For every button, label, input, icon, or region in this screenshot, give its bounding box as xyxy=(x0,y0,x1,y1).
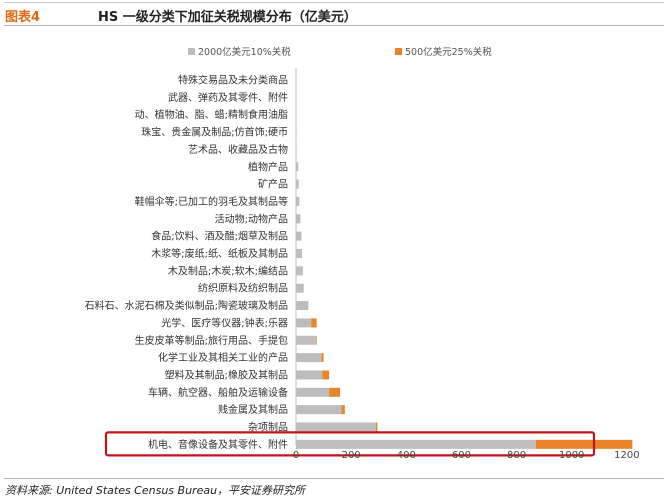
category-label: 矿产品 xyxy=(258,178,288,191)
bar-series-2 xyxy=(535,439,633,449)
category-label: 车辆、航空器、船舶及运输设备 xyxy=(148,386,288,399)
bar-series-1 xyxy=(296,283,304,293)
bar-series-1 xyxy=(296,405,342,415)
bar-series-1 xyxy=(296,214,301,224)
category-label: 木浆等;废纸;纸、纸板及其制品 xyxy=(151,247,288,260)
bar-series-1 xyxy=(296,162,299,172)
bar-series-1 xyxy=(296,196,300,206)
bar-series-2 xyxy=(375,422,378,432)
category-label: 木及制品;木炭;软木;编结品 xyxy=(168,264,288,277)
bar-series-2 xyxy=(321,353,324,363)
category-label: 机电、音像设备及其零件、附件 xyxy=(148,438,288,451)
category-label: 珠宝、贵金属及制品;仿首饰;硬币 xyxy=(141,126,288,139)
bar-series-1 xyxy=(296,301,309,311)
bar-series-1 xyxy=(296,318,312,328)
chart-title: HS 一级分类下加征关税规模分布（亿美元） xyxy=(98,10,357,25)
bar-series-1 xyxy=(296,266,303,276)
category-label: 鞋帽伞等;已加工的羽毛及其制品等 xyxy=(135,195,288,208)
x-tick-label: 1000 xyxy=(559,450,584,461)
legend-label-series-2: 500亿美元25%关税 xyxy=(405,46,492,58)
category-label: 化学工业及其相关工业的产品 xyxy=(158,351,288,364)
category-label: 石料石、水泥石棉及类似制品;陶瓷玻璃及制品 xyxy=(85,299,288,312)
category-label: 塑料及其制品;橡胶及其制品 xyxy=(165,368,288,381)
x-tick-label: 0 xyxy=(293,450,299,461)
x-tick-label: 1200 xyxy=(614,450,639,461)
bar-series-1 xyxy=(296,179,299,189)
category-label: 植物产品 xyxy=(248,160,288,173)
bar-series-1 xyxy=(296,249,303,258)
category-label: 活动物;动物产品 xyxy=(215,212,288,225)
category-label: 动、植物油、脂、蜡;精制食用油脂 xyxy=(135,108,288,121)
category-label: 贱金属及其制品 xyxy=(218,403,288,416)
legend-swatch-series-2 xyxy=(395,48,402,55)
x-tick-label: 200 xyxy=(342,450,361,461)
legend-label-series-1: 2000亿美元10%关税 xyxy=(198,46,291,58)
x-tick-label: 400 xyxy=(397,450,416,461)
category-label: 纺织原料及纺织制品 xyxy=(198,282,288,295)
bar-series-2 xyxy=(329,387,341,397)
bar-series-2 xyxy=(322,370,330,380)
category-label: 武器、弹药及其零件、附件 xyxy=(168,91,288,104)
bar-series-1 xyxy=(296,335,316,345)
legend-swatch-series-1 xyxy=(188,48,195,55)
figure-label: 图表4 xyxy=(5,10,41,25)
bar-series-1 xyxy=(296,370,323,380)
header-bottom-rule xyxy=(4,25,664,26)
bar-series-1 xyxy=(296,353,322,363)
bar-series-2 xyxy=(341,405,345,415)
bar-series-1 xyxy=(296,144,297,154)
bar-series-2 xyxy=(311,318,317,328)
highlight-box xyxy=(104,431,596,457)
category-label: 艺术品、收藏品及古物 xyxy=(188,143,288,156)
x-tick-label: 800 xyxy=(507,450,526,461)
category-label: 光学、医疗等仪器;钟表;乐器 xyxy=(161,316,288,329)
category-label: 特殊交易品及未分类商品 xyxy=(178,74,288,87)
source-note: 资料来源: United States Census Bureau，平安证券研究… xyxy=(5,484,306,497)
bar-series-1 xyxy=(296,231,302,241)
bar-series-2 xyxy=(315,335,317,345)
bar-series-1 xyxy=(296,439,536,449)
footer-rule xyxy=(4,478,664,479)
bar-series-1 xyxy=(296,422,376,432)
figure-header: 图表4 HS 一级分类下加征关税规模分布（亿美元） xyxy=(0,0,668,26)
category-label: 杂项制品 xyxy=(248,421,288,434)
header-top-rule xyxy=(4,2,664,3)
figure-footer: 资料来源: United States Census Bureau，平安证券研究… xyxy=(0,476,668,500)
category-label: 食品;饮料、酒及醋;烟草及制品 xyxy=(151,230,288,243)
bar-series-1 xyxy=(296,127,297,137)
bar-series-1 xyxy=(296,387,330,397)
x-tick-label: 600 xyxy=(452,450,471,461)
category-label: 生皮皮革等制品;旅行用品、手提包 xyxy=(135,334,288,347)
